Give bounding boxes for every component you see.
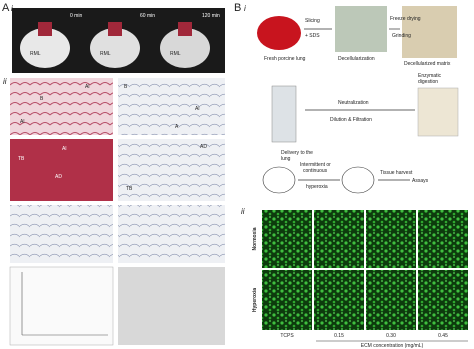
step: + SDS (305, 33, 320, 39)
step: Decellularized matrix (404, 61, 451, 67)
micrograph (118, 78, 225, 135)
sub-label: ii (241, 207, 245, 216)
micro-label: TB (126, 186, 133, 192)
step: Neutralization (338, 100, 369, 106)
step: Tissue harvest (380, 170, 413, 176)
tube (271, 85, 297, 143)
lobe-label: RML (170, 51, 181, 57)
mouse (341, 166, 375, 194)
lobe-label: RML (100, 51, 111, 57)
column-label: 0.45 (438, 333, 448, 339)
sub-label: i (244, 4, 246, 13)
fluorescence (366, 210, 416, 268)
fluorescence (366, 270, 416, 330)
trachea (38, 22, 52, 36)
row-label: Hyperoxia (252, 288, 258, 312)
step: Freeze drying (390, 16, 421, 22)
step: Assays (412, 178, 429, 184)
micro-label: AD (200, 144, 207, 150)
fluorescence-grid (262, 210, 468, 330)
micrograph (10, 139, 113, 201)
micro-label: Al (85, 84, 89, 90)
step: lung (281, 156, 291, 162)
column-label: TCPS (280, 333, 294, 339)
step: Enzymatic (418, 73, 442, 79)
x-label: ECM concentration (mg/mL) (361, 343, 424, 349)
column-label: 0.30 (386, 333, 396, 339)
micro-label: AD (55, 174, 62, 180)
plot (9, 266, 114, 346)
step: Intermittent or (300, 162, 331, 168)
bottle (417, 87, 459, 137)
panel-label: A (2, 2, 10, 14)
fluorescence (262, 270, 312, 330)
fluorescence (418, 270, 468, 330)
micro-label: Al (20, 119, 24, 125)
micrograph (118, 205, 225, 263)
micrograph (118, 267, 225, 345)
time-label: 0 min (70, 13, 82, 19)
row-label: Normoxia (252, 227, 258, 250)
fluorescence (262, 210, 312, 268)
decell-photo (335, 6, 387, 52)
step: hyperoxia (306, 184, 328, 190)
micro-label: Al (62, 146, 66, 152)
mouse (262, 166, 296, 194)
step: Grinding (392, 33, 411, 39)
panel-label: B (234, 2, 241, 14)
step: Delivery to the (281, 150, 313, 156)
sub-label: ii (3, 77, 7, 86)
step: Slicing (305, 18, 320, 24)
step: digestion (418, 79, 438, 85)
step: Fresh porcine lung (264, 56, 306, 62)
lung (20, 28, 70, 68)
step: Dilution & Filtration (330, 117, 372, 123)
time-label: 60 min (140, 13, 155, 19)
micro-label: TB (18, 156, 25, 162)
matrix-photo (402, 6, 457, 58)
micrograph (118, 139, 225, 201)
micro-label: Al (195, 106, 199, 112)
fluorescence (314, 210, 364, 268)
trachea (108, 22, 122, 36)
fresh-lung (257, 16, 301, 50)
fluorescence (418, 210, 468, 268)
time-label: 120 min (202, 13, 220, 19)
micro-label: B (124, 84, 128, 90)
fluorescence (314, 270, 364, 330)
lung (90, 28, 140, 68)
micrograph (10, 78, 113, 135)
step: continuous (303, 168, 328, 174)
lung (160, 28, 210, 68)
micrograph (10, 205, 113, 263)
micro-label: A (175, 124, 179, 130)
step: Decellularization (338, 56, 375, 62)
lobe-label: RML (30, 51, 41, 57)
micro-label: B (40, 96, 44, 102)
column-label: 0.15 (334, 333, 344, 339)
trachea (178, 22, 192, 36)
